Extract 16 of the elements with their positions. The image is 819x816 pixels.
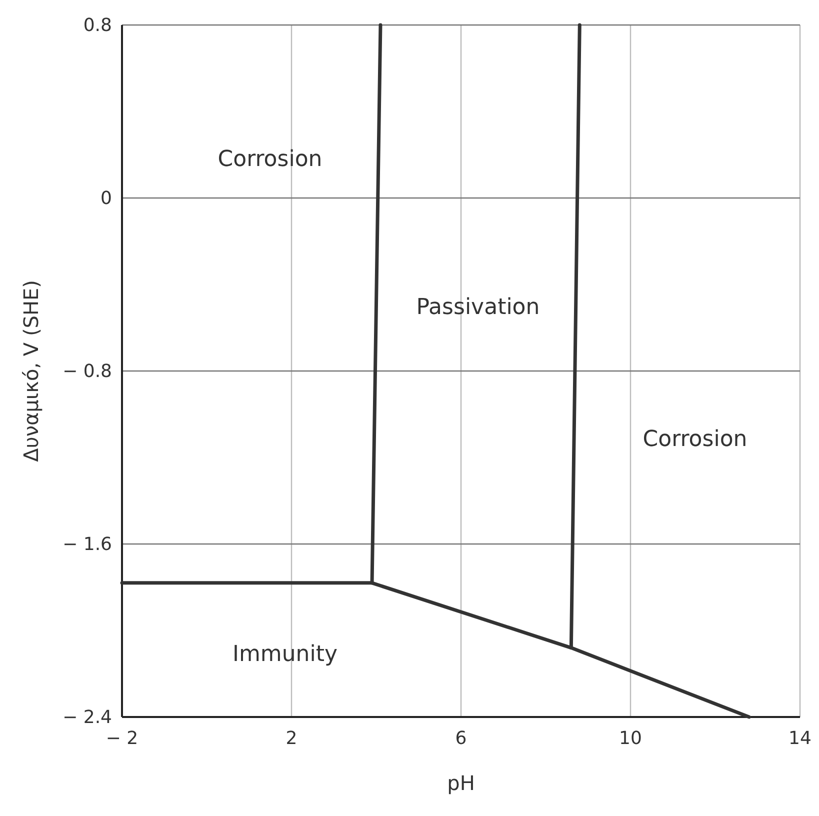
x-tick-label: 2: [286, 728, 298, 749]
x-axis-title: pH: [447, 771, 475, 795]
y-tick-label: 0.8: [83, 14, 112, 36]
annotation: Immunity: [232, 642, 338, 668]
x-tick-label: 10: [619, 728, 642, 749]
y-axis-title: Δυναμικό, V (SHE): [19, 280, 43, 462]
x-tick-label: − 2: [106, 728, 138, 749]
y-tick-label: − 1.6: [62, 534, 112, 555]
x-tick-label: 14: [788, 728, 812, 749]
annotation: Corrosion: [642, 427, 748, 452]
annotation: Passivation: [416, 295, 540, 320]
annotation: Corrosion: [218, 147, 322, 172]
y-tick-label: 0: [100, 188, 112, 209]
y-tick-label: − 2.4: [62, 706, 112, 728]
y-tick-label: − 0.8: [62, 360, 112, 382]
x-tick-label: 6: [455, 728, 467, 749]
